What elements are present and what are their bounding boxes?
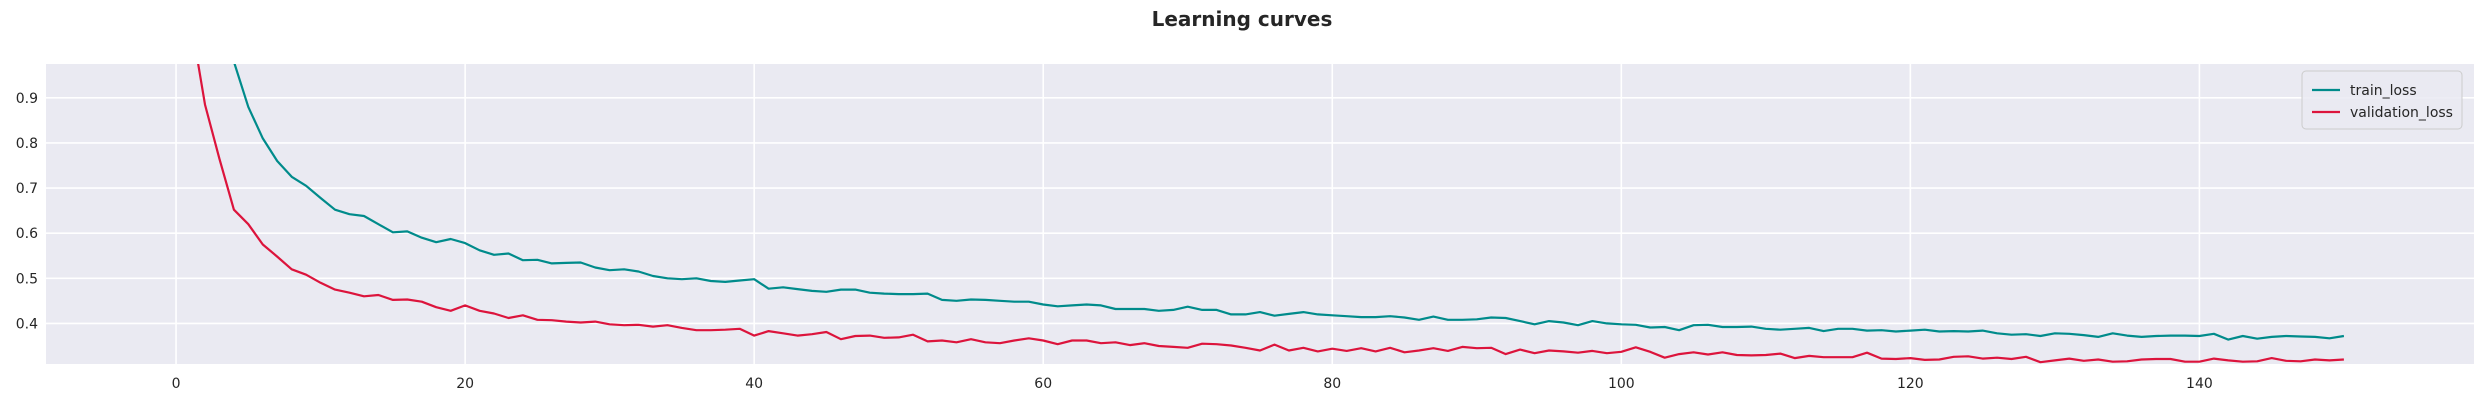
plot-area <box>46 64 2474 364</box>
x-tick-label: 40 <box>745 376 763 392</box>
legend-label-validation-loss: validation_loss <box>2350 105 2453 121</box>
series-lines <box>197 64 2345 364</box>
legend-label-train-loss: train_loss <box>2350 83 2417 99</box>
x-tick-label: 0 <box>172 376 181 392</box>
x-tick-label: 100 <box>1608 376 1635 392</box>
series-line-train-loss <box>233 64 2345 341</box>
grid-lines <box>46 64 2474 364</box>
x-tick-label: 80 <box>1323 376 1341 392</box>
x-tick-label: 20 <box>456 376 474 392</box>
y-tick-label: 0.4 <box>16 316 38 332</box>
y-tick-label: 0.9 <box>16 91 38 107</box>
y-tick-label: 0.6 <box>16 226 38 242</box>
series-line-validation-loss <box>197 64 2344 364</box>
x-tick-label: 140 <box>2186 376 2213 392</box>
chart-legend: train_loss validation_loss <box>2301 70 2463 130</box>
x-tick-label: 120 <box>1897 376 1924 392</box>
y-tick-label: 0.8 <box>16 136 38 152</box>
legend-box <box>2301 70 2463 130</box>
y-tick-label: 0.7 <box>16 181 38 197</box>
x-tick-label: 60 <box>1034 376 1052 392</box>
tick-labels: 0 20 40 60 80 100 120 140 0.4 0.5 0.6 0.7 0.8 0.9 <box>16 91 2213 392</box>
y-tick-label: 0.5 <box>16 271 38 287</box>
chart-title: Learning curves <box>1152 7 1333 31</box>
